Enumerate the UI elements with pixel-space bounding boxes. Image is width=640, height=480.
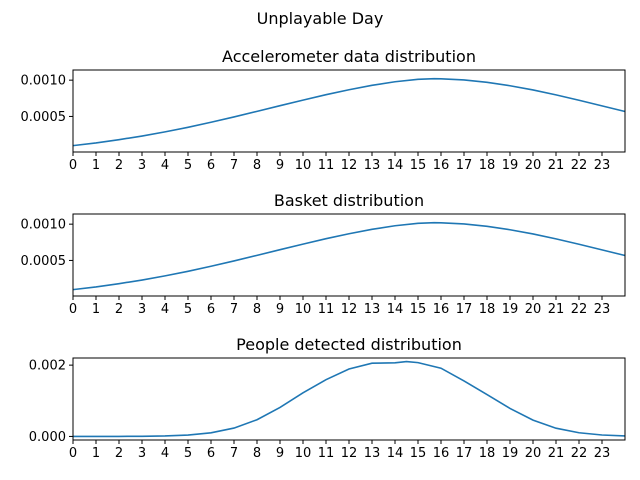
x-tick-label: 10: [295, 446, 312, 461]
x-tick-label: 12: [341, 158, 358, 173]
x-tick-label: 3: [138, 158, 146, 173]
x-tick-label: 1: [92, 158, 100, 173]
x-tick-label: 10: [295, 302, 312, 317]
x-tick-label: 21: [548, 158, 565, 173]
x-tick-label: 11: [318, 158, 335, 173]
x-tick-label: 11: [318, 302, 335, 317]
x-tick-label: 23: [594, 302, 611, 317]
x-tick-label: 19: [502, 446, 519, 461]
x-tick-label: 15: [410, 302, 427, 317]
x-tick-label: 18: [479, 446, 496, 461]
x-tick-label: 1: [92, 302, 100, 317]
axes-frame: [72, 357, 626, 441]
chart-title: Accelerometer data distribution: [222, 47, 476, 66]
x-tick-label: 17: [456, 158, 473, 173]
x-tick-label: 21: [548, 302, 565, 317]
x-tick-label: 13: [364, 446, 381, 461]
x-tick-label: 2: [115, 158, 123, 173]
figure-suptitle: Unplayable Day: [257, 9, 384, 28]
axes-frame: [72, 69, 626, 153]
x-tick-label: 1: [92, 446, 100, 461]
chart-title: Basket distribution: [274, 191, 424, 210]
y-tick-label: 0.0005: [21, 110, 67, 125]
x-tick-label: 16: [433, 302, 450, 317]
x-tick-label: 23: [594, 158, 611, 173]
x-tick-label: 13: [364, 158, 381, 173]
x-tick-label: 11: [318, 446, 335, 461]
x-tick-label: 4: [161, 302, 169, 317]
x-tick-label: 20: [525, 302, 542, 317]
x-tick-label: 8: [253, 446, 261, 461]
x-tick-label: 8: [253, 158, 261, 173]
x-tick-label: 16: [433, 158, 450, 173]
x-tick-label: 2: [115, 302, 123, 317]
y-tick-label: 0.002: [29, 359, 66, 374]
x-tick-label: 9: [276, 446, 284, 461]
x-tick-label: 22: [571, 446, 588, 461]
x-tick-label: 8: [253, 302, 261, 317]
x-tick-label: 5: [184, 158, 192, 173]
x-tick-label: 0: [69, 302, 77, 317]
x-tick-label: 0: [69, 158, 77, 173]
x-tick-label: 5: [184, 446, 192, 461]
chart-title: People detected distribution: [236, 335, 462, 354]
x-tick-label: 3: [138, 302, 146, 317]
x-tick-label: 9: [276, 302, 284, 317]
x-tick-label: 3: [138, 446, 146, 461]
x-tick-label: 6: [207, 446, 215, 461]
x-tick-label: 7: [230, 302, 238, 317]
x-tick-label: 14: [387, 302, 404, 317]
x-tick-label: 12: [341, 302, 358, 317]
x-tick-label: 17: [456, 446, 473, 461]
y-tick-label: 0.0005: [21, 254, 67, 269]
y-tick-label: 0.0010: [21, 218, 67, 233]
x-tick-label: 15: [410, 446, 427, 461]
x-tick-label: 7: [230, 158, 238, 173]
x-tick-label: 14: [387, 446, 404, 461]
x-tick-label: 10: [295, 158, 312, 173]
series-line: [72, 77, 626, 147]
series-line: [72, 360, 626, 438]
x-tick-label: 4: [161, 446, 169, 461]
x-tick-label: 12: [341, 446, 358, 461]
y-tick-label: 0.000: [29, 430, 66, 445]
x-tick-label: 22: [571, 158, 588, 173]
y-tick-label: 0.0010: [21, 74, 67, 89]
x-tick-label: 16: [433, 446, 450, 461]
x-tick-label: 5: [184, 302, 192, 317]
x-tick-label: 4: [161, 158, 169, 173]
x-tick-label: 21: [548, 446, 565, 461]
x-tick-label: 13: [364, 302, 381, 317]
x-tick-label: 19: [502, 158, 519, 173]
x-tick-label: 19: [502, 302, 519, 317]
x-tick-label: 6: [207, 158, 215, 173]
x-tick-label: 9: [276, 158, 284, 173]
x-tick-label: 17: [456, 302, 473, 317]
x-tick-label: 20: [525, 158, 542, 173]
x-tick-label: 7: [230, 446, 238, 461]
x-tick-label: 20: [525, 446, 542, 461]
x-tick-label: 18: [479, 158, 496, 173]
series-line: [72, 221, 626, 291]
axes-frame: [72, 213, 626, 297]
x-tick-label: 23: [594, 446, 611, 461]
x-tick-label: 6: [207, 302, 215, 317]
x-tick-label: 15: [410, 158, 427, 173]
x-tick-label: 2: [115, 446, 123, 461]
x-tick-label: 22: [571, 302, 588, 317]
x-tick-label: 0: [69, 446, 77, 461]
x-tick-label: 18: [479, 302, 496, 317]
x-tick-label: 14: [387, 158, 404, 173]
